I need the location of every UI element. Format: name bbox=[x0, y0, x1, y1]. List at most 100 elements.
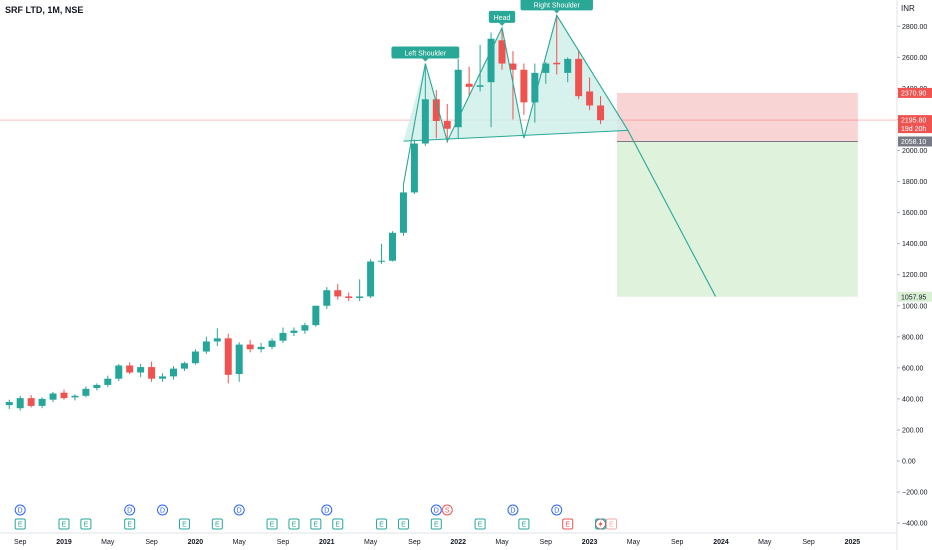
dividend-marker[interactable]: D bbox=[14, 504, 26, 516]
candle[interactable] bbox=[520, 63, 528, 115]
marker-shape bbox=[124, 518, 136, 530]
candle[interactable] bbox=[531, 63, 539, 123]
earnings-marker[interactable]: E bbox=[474, 518, 486, 530]
candle[interactable] bbox=[432, 89, 440, 139]
candle[interactable] bbox=[498, 27, 506, 70]
earnings-marker[interactable]: E bbox=[430, 518, 442, 530]
candle[interactable] bbox=[137, 363, 145, 378]
candle-body bbox=[443, 121, 451, 129]
dividend-marker[interactable]: D bbox=[321, 504, 333, 516]
earnings-marker[interactable]: E bbox=[80, 518, 92, 530]
candle[interactable] bbox=[290, 327, 298, 337]
earnings-marker[interactable]: E bbox=[14, 518, 26, 530]
label-text: Left Shoulder bbox=[405, 51, 447, 58]
earnings-marker[interactable]: E bbox=[178, 518, 190, 530]
candle[interactable] bbox=[476, 44, 484, 92]
candle[interactable] bbox=[191, 349, 199, 365]
candle[interactable] bbox=[487, 32, 495, 128]
candle[interactable] bbox=[378, 243, 386, 264]
candle[interactable] bbox=[202, 336, 210, 354]
earnings-marker[interactable]: E bbox=[58, 518, 70, 530]
candle-body bbox=[553, 62, 561, 65]
candle[interactable] bbox=[213, 328, 221, 347]
pattern-outline bbox=[402, 14, 717, 297]
candle-body bbox=[224, 338, 232, 375]
candle[interactable] bbox=[104, 375, 112, 388]
candle[interactable] bbox=[421, 63, 429, 146]
candle[interactable] bbox=[575, 49, 583, 100]
dividend-marker[interactable]: D bbox=[124, 504, 136, 516]
earnings-marker[interactable]: E bbox=[332, 518, 344, 530]
candle[interactable] bbox=[27, 395, 35, 408]
candle[interactable] bbox=[443, 103, 451, 143]
earnings-marker[interactable]: E bbox=[288, 518, 300, 530]
candle[interactable] bbox=[301, 322, 309, 334]
candle[interactable] bbox=[553, 15, 561, 75]
candle[interactable] bbox=[410, 139, 418, 194]
price-tag-box bbox=[898, 87, 932, 98]
candle[interactable] bbox=[235, 342, 243, 382]
earnings-marker[interactable]: E bbox=[518, 518, 530, 530]
candle[interactable] bbox=[268, 338, 276, 350]
candle[interactable] bbox=[16, 395, 24, 411]
earnings-marker[interactable]: E bbox=[266, 518, 278, 530]
earnings-marker[interactable]: E bbox=[562, 518, 574, 530]
candle[interactable] bbox=[323, 287, 331, 309]
candle[interactable] bbox=[312, 305, 320, 327]
head-and-shoulders-pattern bbox=[403, 15, 628, 142]
candle[interactable] bbox=[257, 343, 265, 353]
candle[interactable] bbox=[5, 399, 13, 409]
candle[interactable] bbox=[49, 391, 57, 403]
marker-shape bbox=[14, 518, 26, 530]
candle[interactable] bbox=[246, 339, 254, 353]
candle[interactable] bbox=[454, 58, 462, 139]
dividend-marker[interactable]: D bbox=[233, 504, 245, 516]
candle[interactable] bbox=[71, 394, 79, 401]
dividend-marker[interactable]: D bbox=[507, 504, 519, 516]
candle[interactable] bbox=[399, 184, 407, 236]
candle[interactable] bbox=[542, 62, 550, 84]
candle[interactable] bbox=[367, 259, 375, 298]
candle[interactable] bbox=[93, 383, 101, 391]
earnings-marker[interactable]: E bbox=[397, 518, 409, 530]
candle[interactable] bbox=[345, 292, 353, 302]
target-zone[interactable] bbox=[616, 141, 858, 297]
candle[interactable] bbox=[60, 389, 68, 400]
candle-body bbox=[93, 384, 101, 389]
earnings-marker[interactable]: E bbox=[310, 518, 322, 530]
earnings-marker[interactable]: E bbox=[124, 518, 136, 530]
dividend-marker[interactable]: D bbox=[157, 504, 169, 516]
dividend-marker[interactable]: D bbox=[430, 504, 442, 516]
dividend-marker[interactable]: D bbox=[551, 504, 563, 516]
candle[interactable] bbox=[170, 366, 177, 380]
split-marker[interactable]: S bbox=[441, 504, 453, 516]
candle[interactable] bbox=[159, 373, 167, 382]
candle[interactable] bbox=[224, 333, 232, 384]
candle[interactable] bbox=[334, 284, 342, 300]
candle[interactable] bbox=[180, 361, 188, 371]
candle-body bbox=[334, 290, 342, 297]
stop-loss-zone[interactable] bbox=[616, 92, 858, 142]
candle[interactable] bbox=[148, 361, 156, 382]
earnings-marker[interactable]: E bbox=[376, 518, 388, 530]
upcoming-event-marker[interactable] bbox=[595, 518, 607, 530]
candle[interactable] bbox=[586, 77, 594, 111]
marker-letter: E bbox=[609, 522, 614, 529]
candle[interactable] bbox=[389, 231, 396, 262]
candle-body bbox=[301, 325, 309, 331]
candle[interactable] bbox=[126, 362, 134, 375]
candle[interactable] bbox=[597, 96, 605, 125]
candle[interactable] bbox=[38, 397, 46, 409]
candle-body bbox=[202, 341, 210, 352]
earnings-marker[interactable]: E bbox=[211, 518, 223, 530]
candle[interactable] bbox=[82, 386, 90, 398]
candle[interactable] bbox=[356, 279, 364, 302]
candle[interactable] bbox=[465, 66, 473, 97]
candle[interactable] bbox=[564, 57, 572, 83]
marker-letter: D bbox=[237, 508, 242, 515]
candle[interactable] bbox=[115, 363, 123, 382]
upcoming-earnings-marker[interactable]: E bbox=[606, 518, 617, 530]
price-tick-label: 1800.00 bbox=[902, 179, 927, 186]
candle[interactable] bbox=[279, 327, 287, 344]
